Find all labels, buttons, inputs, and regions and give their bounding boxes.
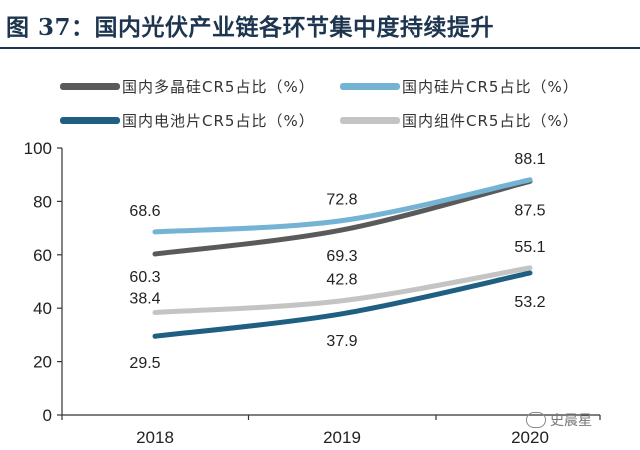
legend-item-module: 国内组件CR5占比（%） xyxy=(340,110,579,131)
chart-title: 图 37：国内光伏产业链各环节集中度持续提升 xyxy=(6,14,495,41)
data-label-cell: 37.9 xyxy=(326,333,357,350)
series-line-cell xyxy=(152,270,533,339)
data-label-polysilicon: 87.5 xyxy=(514,202,545,219)
series-line-polysilicon xyxy=(152,178,533,257)
legend-item-cell: 国内电池片CR5占比（%） xyxy=(60,110,315,131)
y-tick-label: 80 xyxy=(33,192,52,211)
data-label-module: 55.1 xyxy=(514,239,545,256)
data-label-wafer: 88.1 xyxy=(514,151,545,168)
data-label-polysilicon: 60.3 xyxy=(129,269,160,286)
legend-label-wafer: 国内硅片CR5占比（%） xyxy=(402,78,579,96)
data-label-polysilicon: 69.3 xyxy=(326,248,357,265)
data-label-wafer: 68.6 xyxy=(129,203,160,220)
x-tick-label: 2020 xyxy=(511,428,549,447)
x-tick-label: 2018 xyxy=(136,428,174,447)
legend-label-polysilicon: 国内多晶硅CR5占比（%） xyxy=(122,78,315,96)
legend-swatch-module xyxy=(340,117,400,124)
watermark-text: 史晨星 xyxy=(550,413,592,429)
series-line-wafer xyxy=(152,177,533,235)
y-tick-label: 0 xyxy=(43,406,52,425)
data-label-module: 38.4 xyxy=(129,290,160,307)
data-label-module: 42.8 xyxy=(326,272,357,289)
data-label-cell: 29.5 xyxy=(129,355,160,372)
data-label-wafer: 72.8 xyxy=(326,192,357,209)
watermark: 史晨星 xyxy=(526,410,592,430)
title-divider xyxy=(0,47,640,49)
legend-swatch-polysilicon xyxy=(60,83,120,90)
x-tick-label: 2019 xyxy=(323,428,361,447)
legend-label-module: 国内组件CR5占比（%） xyxy=(402,112,579,130)
chart-legend: 国内多晶硅CR5占比（%） 国内硅片CR5占比（%） 国内电池片CR5占比（%）… xyxy=(0,70,640,130)
legend-swatch-wafer xyxy=(340,83,400,90)
legend-label-cell: 国内电池片CR5占比（%） xyxy=(122,112,315,130)
legend-item-polysilicon: 国内多晶硅CR5占比（%） xyxy=(60,76,315,97)
y-tick-label: 40 xyxy=(33,299,52,318)
legend-swatch-cell xyxy=(60,117,120,124)
title-bar: 图 37：国内光伏产业链各环节集中度持续提升 xyxy=(0,0,640,46)
y-tick-label: 100 xyxy=(24,139,52,158)
y-tick-label: 20 xyxy=(33,353,52,372)
series-line-module xyxy=(152,265,533,315)
legend-item-wafer: 国内硅片CR5占比（%） xyxy=(340,76,579,97)
y-tick-label: 60 xyxy=(33,246,52,265)
data-label-cell: 53.2 xyxy=(514,294,545,311)
wechat-icon xyxy=(526,412,546,428)
